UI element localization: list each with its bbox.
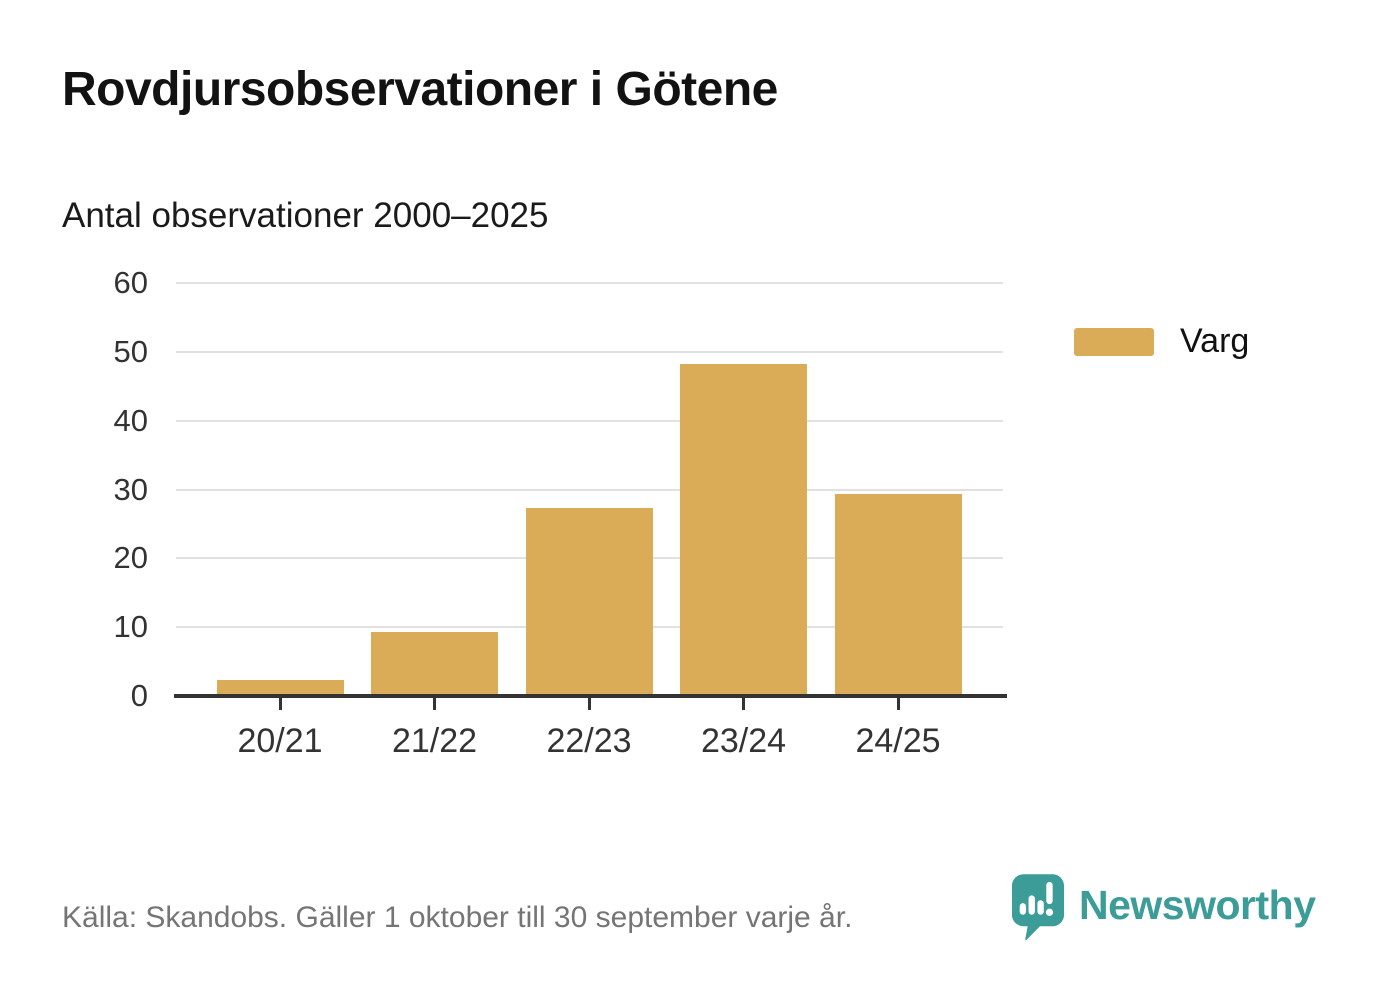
y-tick-label-50: 50 [113, 333, 148, 369]
bar-23/24 [680, 363, 807, 694]
newsworthy-logo-icon [1011, 874, 1065, 941]
bar-21/22 [371, 632, 498, 694]
y-tick-label-10: 10 [113, 609, 148, 645]
gridline-40 [176, 419, 1003, 422]
newsworthy-wordmark: Newsworthy [1079, 882, 1316, 928]
x-tick-21/22 [433, 698, 436, 710]
y-tick-label-0: 0 [130, 678, 148, 713]
x-tick-22/23 [587, 698, 591, 710]
x-tick-label-21/22: 21/22 [391, 722, 478, 760]
gridline-50 [176, 350, 1003, 353]
y-tick-label-20: 20 [113, 540, 148, 576]
y-tick-label-30: 30 [113, 471, 148, 507]
x-tick-label-22/23: 22/23 [546, 722, 632, 760]
legend-swatch-varg [1074, 327, 1154, 356]
y-tick-label-40: 40 [113, 402, 148, 438]
chart-subtitle: Antal observationer 2000–2025 [62, 196, 549, 235]
x-tick-23/24 [742, 698, 745, 710]
x-tick-label-20/21: 20/21 [237, 722, 323, 760]
x-tick-20/21 [278, 698, 282, 710]
x-tick-24/25 [896, 698, 900, 710]
bar-20/21 [216, 680, 344, 694]
gridline-60 [176, 282, 1003, 284]
bar-24/25 [834, 494, 962, 694]
chart-legend: Varg [1074, 322, 1249, 361]
legend-label-varg: Varg [1180, 322, 1250, 360]
source-note: Källa: Skandobs. Gäller 1 oktober till 3… [62, 901, 853, 934]
x-tick-label-24/25: 24/25 [855, 722, 941, 760]
y-tick-label-60: 60 [113, 265, 148, 300]
newsworthy-brand: Newsworthy [1011, 872, 1316, 942]
gridline-30 [176, 488, 1003, 491]
x-tick-label-23/24: 23/24 [700, 722, 787, 760]
x-axis-line [174, 694, 1007, 698]
chart-title: Rovdjursobservationer i Götene [62, 63, 778, 116]
bar-22/23 [525, 508, 653, 694]
